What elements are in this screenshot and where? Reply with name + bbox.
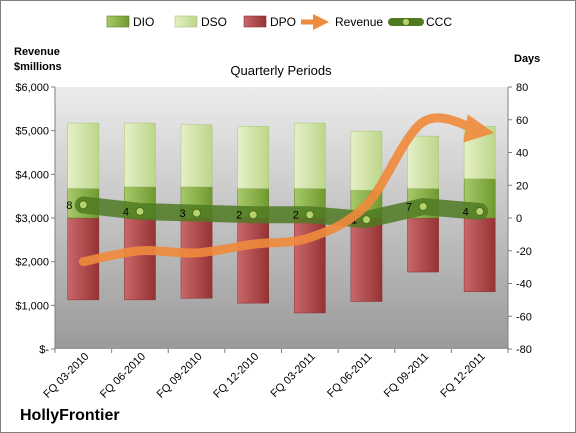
chart-title: Quarterly Periods xyxy=(230,63,332,78)
left-axis-title-line2: $millions xyxy=(14,61,62,73)
left-tick-label: $5,000 xyxy=(15,126,49,138)
dso-bar xyxy=(407,135,439,189)
dpo-bar xyxy=(407,217,439,273)
legend-label-dpo: DPO xyxy=(270,15,296,29)
legend-item-dpo: DPO xyxy=(243,15,296,29)
right-tick-label: 40 xyxy=(516,148,528,160)
legend-label-dso: DSO xyxy=(201,15,227,29)
ccc-data-label: 4 xyxy=(463,206,469,218)
dso-bar xyxy=(124,122,156,188)
right-tick-label: -40 xyxy=(516,279,532,291)
ccc-data-label: 4 xyxy=(123,206,129,218)
dpo-bar xyxy=(463,217,496,292)
ccc-point xyxy=(361,215,371,225)
dso-bar xyxy=(293,122,326,189)
ccc-point xyxy=(305,210,315,220)
dpo-bar xyxy=(180,217,213,299)
ccc-point xyxy=(475,206,485,216)
ccc-data-label: 8 xyxy=(66,200,72,212)
left-tick-label: $- xyxy=(39,344,49,356)
ccc-data-label: 3 xyxy=(180,208,186,220)
dso-bar xyxy=(350,130,383,191)
left-tick-label: $3,000 xyxy=(15,213,49,225)
legend-item-ccc: CCC xyxy=(388,15,452,29)
right-tick-label: 80 xyxy=(516,82,528,94)
dpo-bar xyxy=(350,217,383,302)
dso-bar xyxy=(237,126,270,189)
legend: DIO DSO DPO Revenue CCC xyxy=(106,13,452,31)
dso-bar xyxy=(180,124,213,188)
left-tick-label: $6,000 xyxy=(15,82,49,94)
right-tick-label: 60 xyxy=(516,115,528,127)
right-tick-label: 0 xyxy=(516,213,522,225)
ccc-data-label: 7 xyxy=(406,202,412,214)
ccc-point xyxy=(135,206,145,216)
ccc-series: 84 3 2 2 -17 4 xyxy=(66,196,489,229)
legend-swatch-dpo xyxy=(243,15,267,28)
legend-swatch-dso xyxy=(174,15,198,28)
left-tick-label: $1,000 xyxy=(15,300,49,312)
dpo-bar xyxy=(124,217,156,301)
ccc-data-label: 2 xyxy=(293,210,299,222)
right-axis: -80 -60 -40 -20 0 20 40 60 80 xyxy=(507,82,532,356)
legend-label-revenue: Revenue xyxy=(335,15,383,29)
dso-bar xyxy=(67,122,100,189)
legend-item-dso: DSO xyxy=(174,15,227,29)
left-tick-label: $4,000 xyxy=(15,169,49,181)
ccc-point xyxy=(78,200,88,210)
revenue-line xyxy=(78,113,494,267)
left-tick-label: $2,000 xyxy=(15,257,49,269)
legend-label-ccc: CCC xyxy=(426,15,452,29)
dpo-bar xyxy=(237,217,270,304)
revenue-series xyxy=(78,113,494,267)
right-tick-label: -80 xyxy=(516,344,532,356)
left-axis: $- $1,000 $2,000 $3,000 $4,000 $5,000 $6,000 xyxy=(15,82,56,356)
legend-label-dio: DIO xyxy=(133,15,154,29)
right-axis-title: Days xyxy=(514,53,540,65)
right-tick-label: 20 xyxy=(516,180,528,192)
left-axis-title-line1: Revenue xyxy=(14,46,60,58)
ccc-point xyxy=(248,210,258,220)
legend-ccc-marker xyxy=(402,18,410,26)
ccc-point xyxy=(418,202,428,212)
right-tick-label: -20 xyxy=(516,246,532,258)
ccc-data-label: 2 xyxy=(236,210,242,222)
legend-item-revenue: Revenue xyxy=(301,13,383,31)
legend-item-dio: DIO xyxy=(106,15,154,29)
ccc-line xyxy=(74,196,489,229)
right-tick-label: -60 xyxy=(516,311,532,323)
company-name: HollyFrontier xyxy=(20,407,120,424)
ccc-point xyxy=(192,208,202,218)
legend-swatch-dio xyxy=(106,15,130,28)
